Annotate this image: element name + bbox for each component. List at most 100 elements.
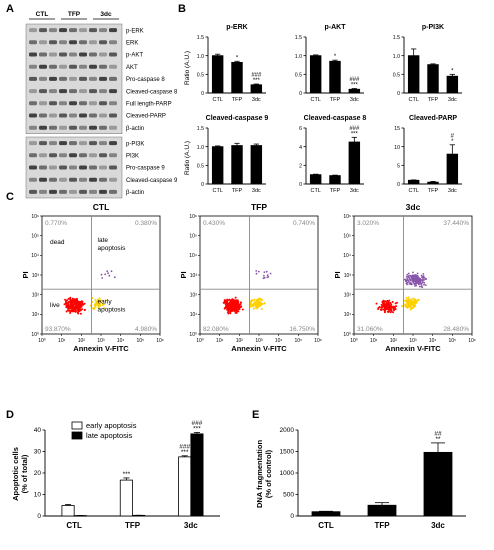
facs-dot-live — [392, 307, 395, 310]
facs-y-tick-label: 10¹ — [32, 312, 40, 318]
facs-dot-live — [77, 312, 80, 315]
facs-x-tick-label: 10⁴ — [275, 338, 283, 344]
facs-dot-live — [230, 302, 233, 305]
facs-dot-live — [384, 300, 387, 303]
blot-band — [39, 125, 47, 130]
facs-dot-late — [407, 272, 410, 275]
facs-dot-live — [237, 304, 240, 307]
x-tick-label: 3dc — [350, 97, 359, 103]
facs-dot-live — [77, 305, 80, 308]
facs-dot-late — [407, 279, 409, 282]
blot-band — [99, 113, 107, 118]
y-tick-label: 0.5 — [197, 164, 204, 170]
facs-quad-ll: 93.870% — [45, 326, 71, 333]
y-tick-label: 500 — [283, 492, 294, 499]
facs-dot-live — [241, 308, 244, 311]
y-tick-label: 0 — [201, 182, 204, 188]
facs-x-tick-label: 10⁴ — [429, 338, 437, 344]
facs-dot-early — [412, 297, 415, 300]
facs-dot-live — [384, 308, 387, 311]
facs-dot-early — [93, 304, 96, 306]
facs-dot-late — [407, 275, 410, 278]
x-tick-label: TFP — [232, 188, 243, 194]
facs-dot-late — [422, 273, 425, 275]
facs-label-early: early — [98, 298, 113, 305]
y-tick-label: 15 — [394, 126, 400, 132]
facs-y-tick-label: 10² — [32, 292, 40, 298]
blot-band — [39, 165, 47, 170]
blot-band — [69, 141, 77, 146]
y-tick-label: 1.5 — [295, 35, 302, 41]
significance-mark: ### — [179, 443, 190, 450]
bar — [309, 174, 322, 185]
blot-band — [79, 177, 87, 182]
facs-dot-live — [383, 311, 386, 314]
facs-x-tick-label: 10⁵ — [137, 338, 145, 344]
facs-dot-late — [415, 276, 418, 278]
facs-dot-early — [256, 307, 259, 310]
bar — [423, 451, 453, 517]
blot-band — [49, 125, 57, 130]
facs-dot-early — [417, 298, 420, 301]
facs-dot-early — [415, 301, 418, 304]
facs-dot-live — [69, 310, 72, 313]
blot-band — [69, 101, 77, 106]
facs-dot-early — [99, 304, 102, 307]
facs-quad-ur: 37.440% — [443, 220, 469, 227]
blot-band — [59, 165, 67, 170]
bar — [367, 504, 397, 517]
y-tick-label: 20 — [34, 470, 42, 477]
legend-swatch — [71, 421, 83, 430]
facs-dot-late — [108, 274, 111, 277]
facs-x-tick-label: 10⁰ — [38, 338, 46, 344]
blot-band — [29, 89, 37, 94]
blot-band — [109, 125, 117, 130]
facs-y-tick-label: 10⁴ — [343, 253, 351, 259]
significance-mark: ## — [434, 430, 442, 437]
facs-dot-live — [67, 302, 70, 305]
blot-band — [69, 28, 77, 33]
facs-y-tick-label: 10⁵ — [31, 233, 39, 239]
facs-dot-early — [252, 305, 255, 308]
panel-letter-C: C — [6, 191, 14, 203]
facs-dot-live — [74, 310, 77, 313]
facs-dot-late — [406, 273, 409, 276]
facs-y-tick-label: 10³ — [344, 273, 352, 279]
facs-dot-late — [255, 272, 258, 275]
facs-dot-live — [228, 303, 231, 306]
facs-dot-live — [71, 301, 74, 304]
legend-label: late apoptosis — [86, 431, 133, 440]
y-tick-label: 4 — [299, 145, 302, 151]
facs-dot-early — [407, 305, 410, 308]
bar — [407, 179, 420, 185]
legend-label: early apoptosis — [86, 421, 137, 430]
y-tick-label: 0 — [299, 91, 302, 97]
facs-dot-late — [424, 284, 427, 286]
facs-dot-live — [380, 303, 383, 306]
blot-band — [59, 113, 67, 118]
blot-band — [59, 177, 67, 182]
blot-band — [79, 153, 87, 158]
facs-dot-late — [266, 274, 269, 276]
blot-band — [29, 28, 37, 33]
facs-dot-live — [224, 303, 227, 306]
facs-dot-live — [78, 307, 81, 310]
facs-dot-late — [107, 272, 109, 275]
facs-y-tick-label: 10⁵ — [343, 233, 351, 239]
bar — [231, 61, 243, 94]
facs-dot-late — [416, 272, 419, 275]
facs-dot-early — [405, 304, 408, 307]
facs-dot-late — [106, 270, 109, 273]
facs-y-tick-label: 10² — [190, 292, 198, 298]
blot-band — [39, 76, 47, 81]
facs-dot-live — [394, 308, 397, 310]
blot-band — [59, 153, 67, 158]
blot-band — [49, 153, 57, 158]
facs-dot-early — [252, 307, 255, 310]
significance-mark: ### — [192, 420, 203, 427]
panel-b-ylabel: Ratio (A.U.) — [184, 141, 191, 175]
blot-band — [59, 52, 67, 57]
facs-dot-live — [382, 302, 385, 305]
